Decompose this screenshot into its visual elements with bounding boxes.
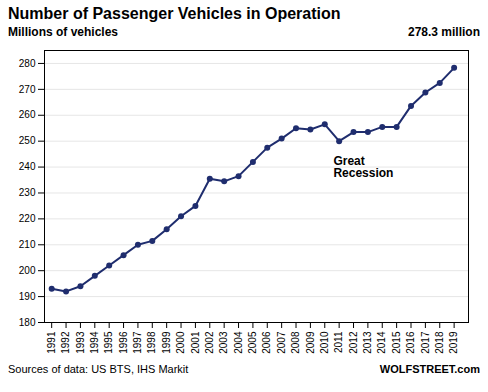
svg-text:2015: 2015 [391,331,402,354]
html-text:Sources of data: US BTS, IHS M: Sources of data: US BTS, IHS Markit [8,363,189,375]
svg-text:190: 190 [19,291,36,302]
svg-text:2014: 2014 [376,331,387,354]
svg-text:2003: 2003 [218,331,229,354]
svg-text:1998: 1998 [146,331,157,354]
svg-text:1996: 1996 [118,331,129,354]
html-text:278.3 million: 278.3 million [408,25,480,39]
svg-text:2012: 2012 [348,331,359,354]
svg-text:2017: 2017 [420,331,431,354]
svg-text:2001: 2001 [190,331,201,354]
svg-text:2016: 2016 [405,331,416,354]
html-text:Number of Passenger Vehicles i: Number of Passenger Vehicles in Operatio… [8,5,341,22]
svg-text:2018: 2018 [434,331,445,354]
svg-text:180: 180 [19,317,36,328]
html-text:WOLFSTREET.com: WOLFSTREET.com [379,363,480,375]
svg-text:260: 260 [19,109,36,120]
svg-text:2000: 2000 [175,331,186,354]
svg-text:280: 280 [19,58,36,69]
svg-text:2011: 2011 [333,331,344,353]
svg-text:240: 240 [19,161,36,172]
svg-text:220: 220 [19,213,36,224]
svg-text:1993: 1993 [75,331,86,354]
svg-text:1995: 1995 [103,331,114,354]
svg-text:230: 230 [19,187,36,198]
svg-text:1992: 1992 [60,331,71,354]
svg-text:270: 270 [19,84,36,95]
svg-text:210: 210 [19,239,36,250]
svg-text:1994: 1994 [89,331,100,354]
svg-text:2002: 2002 [204,331,215,354]
svg-text:2019: 2019 [448,331,459,354]
svg-text:250: 250 [19,135,36,146]
svg-text:200: 200 [19,265,36,276]
svg-text:GreatRecession: GreatRecession [333,154,393,180]
svg-text:2006: 2006 [261,331,272,354]
svg-text:2005: 2005 [247,331,258,354]
html-text:Millions of vehicles: Millions of vehicles [8,25,118,39]
svg-text:2008: 2008 [290,331,301,354]
svg-text:2013: 2013 [362,331,373,354]
svg-text:2009: 2009 [305,331,316,354]
svg-text:1997: 1997 [132,331,143,354]
svg-text:1991: 1991 [46,331,57,354]
svg-text:2010: 2010 [319,331,330,354]
svg-text:1999: 1999 [161,331,172,354]
svg-text:2007: 2007 [276,331,287,354]
svg-text:2004: 2004 [233,331,244,354]
